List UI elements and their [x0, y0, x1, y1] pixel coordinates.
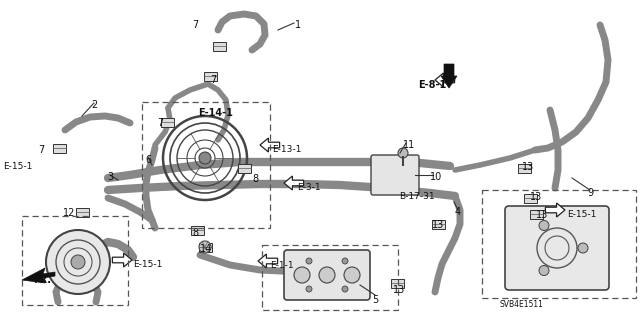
- Text: E-15-1: E-15-1: [133, 260, 163, 269]
- Circle shape: [578, 243, 588, 253]
- Circle shape: [319, 267, 335, 283]
- Bar: [52, 144, 65, 152]
- Bar: [482, 190, 636, 298]
- Text: E-3-1: E-3-1: [297, 183, 321, 192]
- Polygon shape: [441, 64, 457, 88]
- Polygon shape: [113, 253, 132, 267]
- Text: 9: 9: [587, 188, 593, 198]
- Polygon shape: [258, 254, 278, 268]
- FancyBboxPatch shape: [505, 206, 609, 290]
- Text: 13: 13: [522, 162, 534, 172]
- Polygon shape: [22, 268, 55, 283]
- Circle shape: [344, 267, 360, 283]
- Circle shape: [199, 152, 211, 164]
- Text: 13: 13: [530, 192, 542, 202]
- Polygon shape: [435, 73, 454, 87]
- Circle shape: [306, 286, 312, 292]
- Text: 8: 8: [252, 174, 258, 184]
- Text: 1: 1: [295, 20, 301, 30]
- Circle shape: [398, 148, 408, 158]
- Bar: [22, 216, 128, 305]
- Text: 4: 4: [455, 207, 461, 217]
- Text: FR.: FR.: [33, 275, 51, 285]
- Bar: [76, 207, 88, 217]
- Text: 7: 7: [210, 75, 216, 85]
- FancyBboxPatch shape: [371, 155, 419, 195]
- Text: 2: 2: [91, 100, 97, 110]
- Circle shape: [306, 258, 312, 264]
- Text: E-1-1: E-1-1: [270, 261, 294, 270]
- Bar: [390, 278, 403, 287]
- Circle shape: [539, 265, 549, 276]
- Polygon shape: [284, 176, 303, 190]
- Circle shape: [342, 258, 348, 264]
- Circle shape: [294, 267, 310, 283]
- Text: 13: 13: [536, 210, 548, 220]
- Bar: [529, 210, 543, 219]
- Text: 13: 13: [432, 220, 444, 230]
- Bar: [198, 242, 211, 251]
- Circle shape: [539, 220, 549, 231]
- Bar: [262, 245, 398, 310]
- Text: E-8-1: E-8-1: [418, 80, 446, 90]
- Bar: [204, 71, 216, 80]
- Text: B-17-31: B-17-31: [399, 192, 435, 201]
- FancyBboxPatch shape: [284, 250, 370, 300]
- Text: E-14-1: E-14-1: [198, 108, 233, 118]
- Text: 8: 8: [192, 228, 198, 238]
- Text: E-13-1: E-13-1: [272, 145, 301, 154]
- Text: 13: 13: [393, 285, 405, 295]
- Text: 11: 11: [403, 140, 415, 150]
- Polygon shape: [260, 138, 280, 152]
- Text: 7: 7: [157, 118, 163, 128]
- Bar: [237, 164, 250, 173]
- Bar: [431, 219, 445, 228]
- Text: 3: 3: [107, 172, 113, 182]
- Bar: [142, 102, 270, 228]
- Polygon shape: [545, 203, 565, 217]
- Circle shape: [46, 230, 110, 294]
- Text: 10: 10: [430, 172, 442, 182]
- Circle shape: [71, 255, 85, 269]
- Text: 14: 14: [200, 244, 212, 254]
- Text: SVB4E1511: SVB4E1511: [500, 300, 544, 309]
- Text: 12: 12: [63, 208, 76, 218]
- Text: E-15-1: E-15-1: [567, 210, 596, 219]
- Circle shape: [342, 286, 348, 292]
- Bar: [518, 164, 531, 173]
- Text: 7: 7: [38, 145, 44, 155]
- Bar: [191, 226, 204, 234]
- Text: 6: 6: [145, 155, 151, 165]
- Text: E-15-1: E-15-1: [3, 162, 33, 171]
- Bar: [524, 194, 536, 203]
- Circle shape: [199, 241, 211, 253]
- Bar: [161, 117, 173, 127]
- Text: 5: 5: [372, 295, 378, 305]
- Text: 7: 7: [192, 20, 198, 30]
- Bar: [212, 41, 225, 50]
